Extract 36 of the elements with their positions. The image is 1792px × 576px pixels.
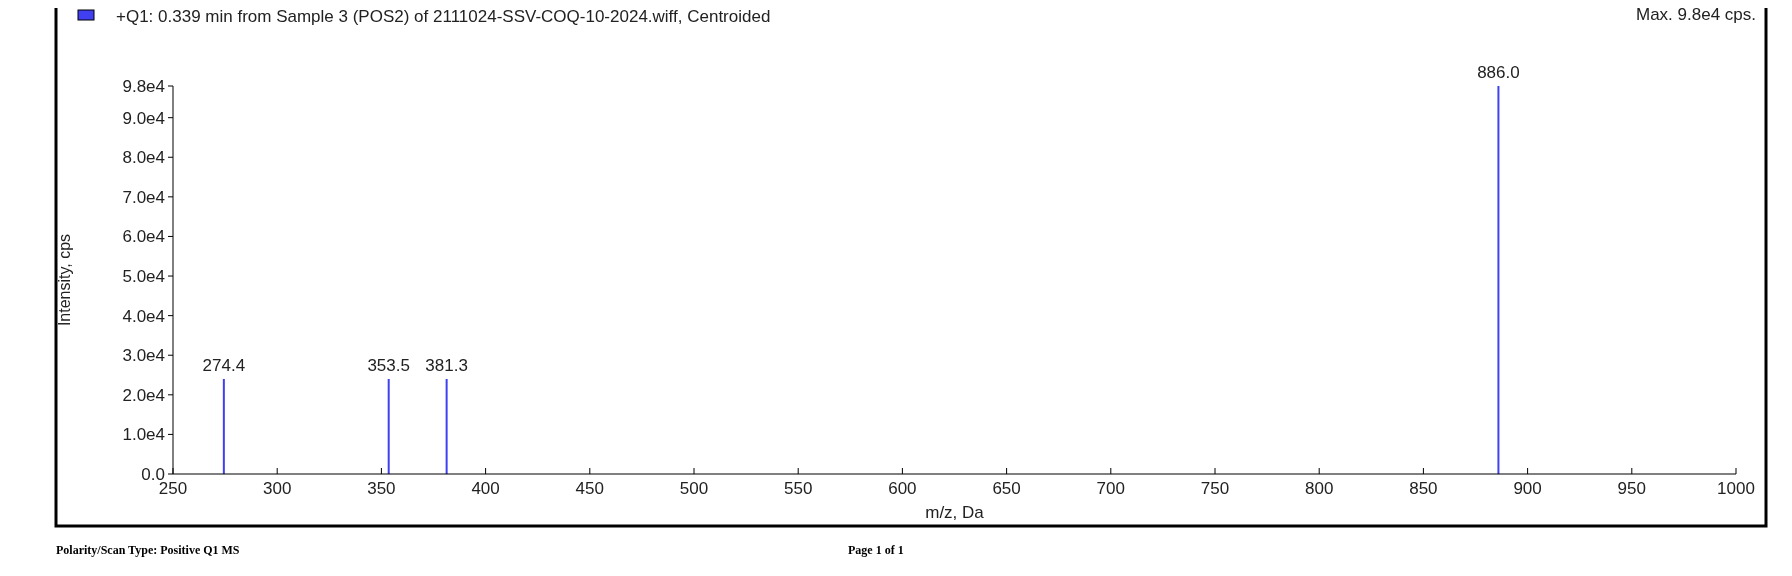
annotation: 274.4 [202,355,246,375]
y-tick-label: 5.0e4 [122,267,165,287]
text: Page 1 of 1 [848,543,904,557]
annotation: 381.3 [425,355,468,375]
text: Polarity/Scan Type: Positive Q1 MS [56,543,240,557]
x-tick-label: 400 [471,479,500,498]
x-tick-label: 250 [158,479,188,498]
x-tick-label: 650 [992,479,1021,498]
x-tick-label: 450 [575,479,604,498]
x-axis-title: m/z, Da [925,503,985,522]
y-tick-label: 9.8e4 [122,77,165,96]
y-tick-label: 9.0e4 [122,108,165,128]
y-tick-label: 2.0e4 [122,385,165,405]
y-tick-label: 7.0e4 [122,187,165,207]
x-tick-label: 1000 [1717,479,1755,498]
x-tick-label: 350 [367,479,396,498]
annotation: 886.0 [1477,63,1520,82]
x-tick-label: 950 [1617,479,1646,498]
x-tick-label: 850 [1409,479,1438,498]
y-tick-label: 4.0e4 [122,306,165,326]
x-tick-label: 600 [888,479,917,498]
x-tick-label: 550 [784,479,813,498]
x-tick-label: 900 [1513,479,1542,498]
x-tick-label: 300 [263,479,292,498]
y-tick-label: 6.0e4 [122,227,165,247]
y-tick-label: 1.0e4 [122,425,165,445]
x-tick-label: 800 [1305,479,1334,498]
x-tick-label: 500 [679,479,709,498]
y-axis-title: Intensity, cps [56,233,73,327]
x-tick-label: 750 [1200,479,1230,498]
text: Max. 9.8e4 cps. [1635,5,1756,24]
y-tick-label: 3.0e4 [122,346,165,366]
y-tick-label: 8.0e4 [122,148,165,168]
annotation: 353.5 [367,355,410,375]
legend-label: +Q1: 0.339 min from Sample 3 (POS2) of 2111024-SSV-COQ-10-2024.wiff, Centroided [116,7,771,26]
x-tick-label: 700 [1096,479,1125,498]
